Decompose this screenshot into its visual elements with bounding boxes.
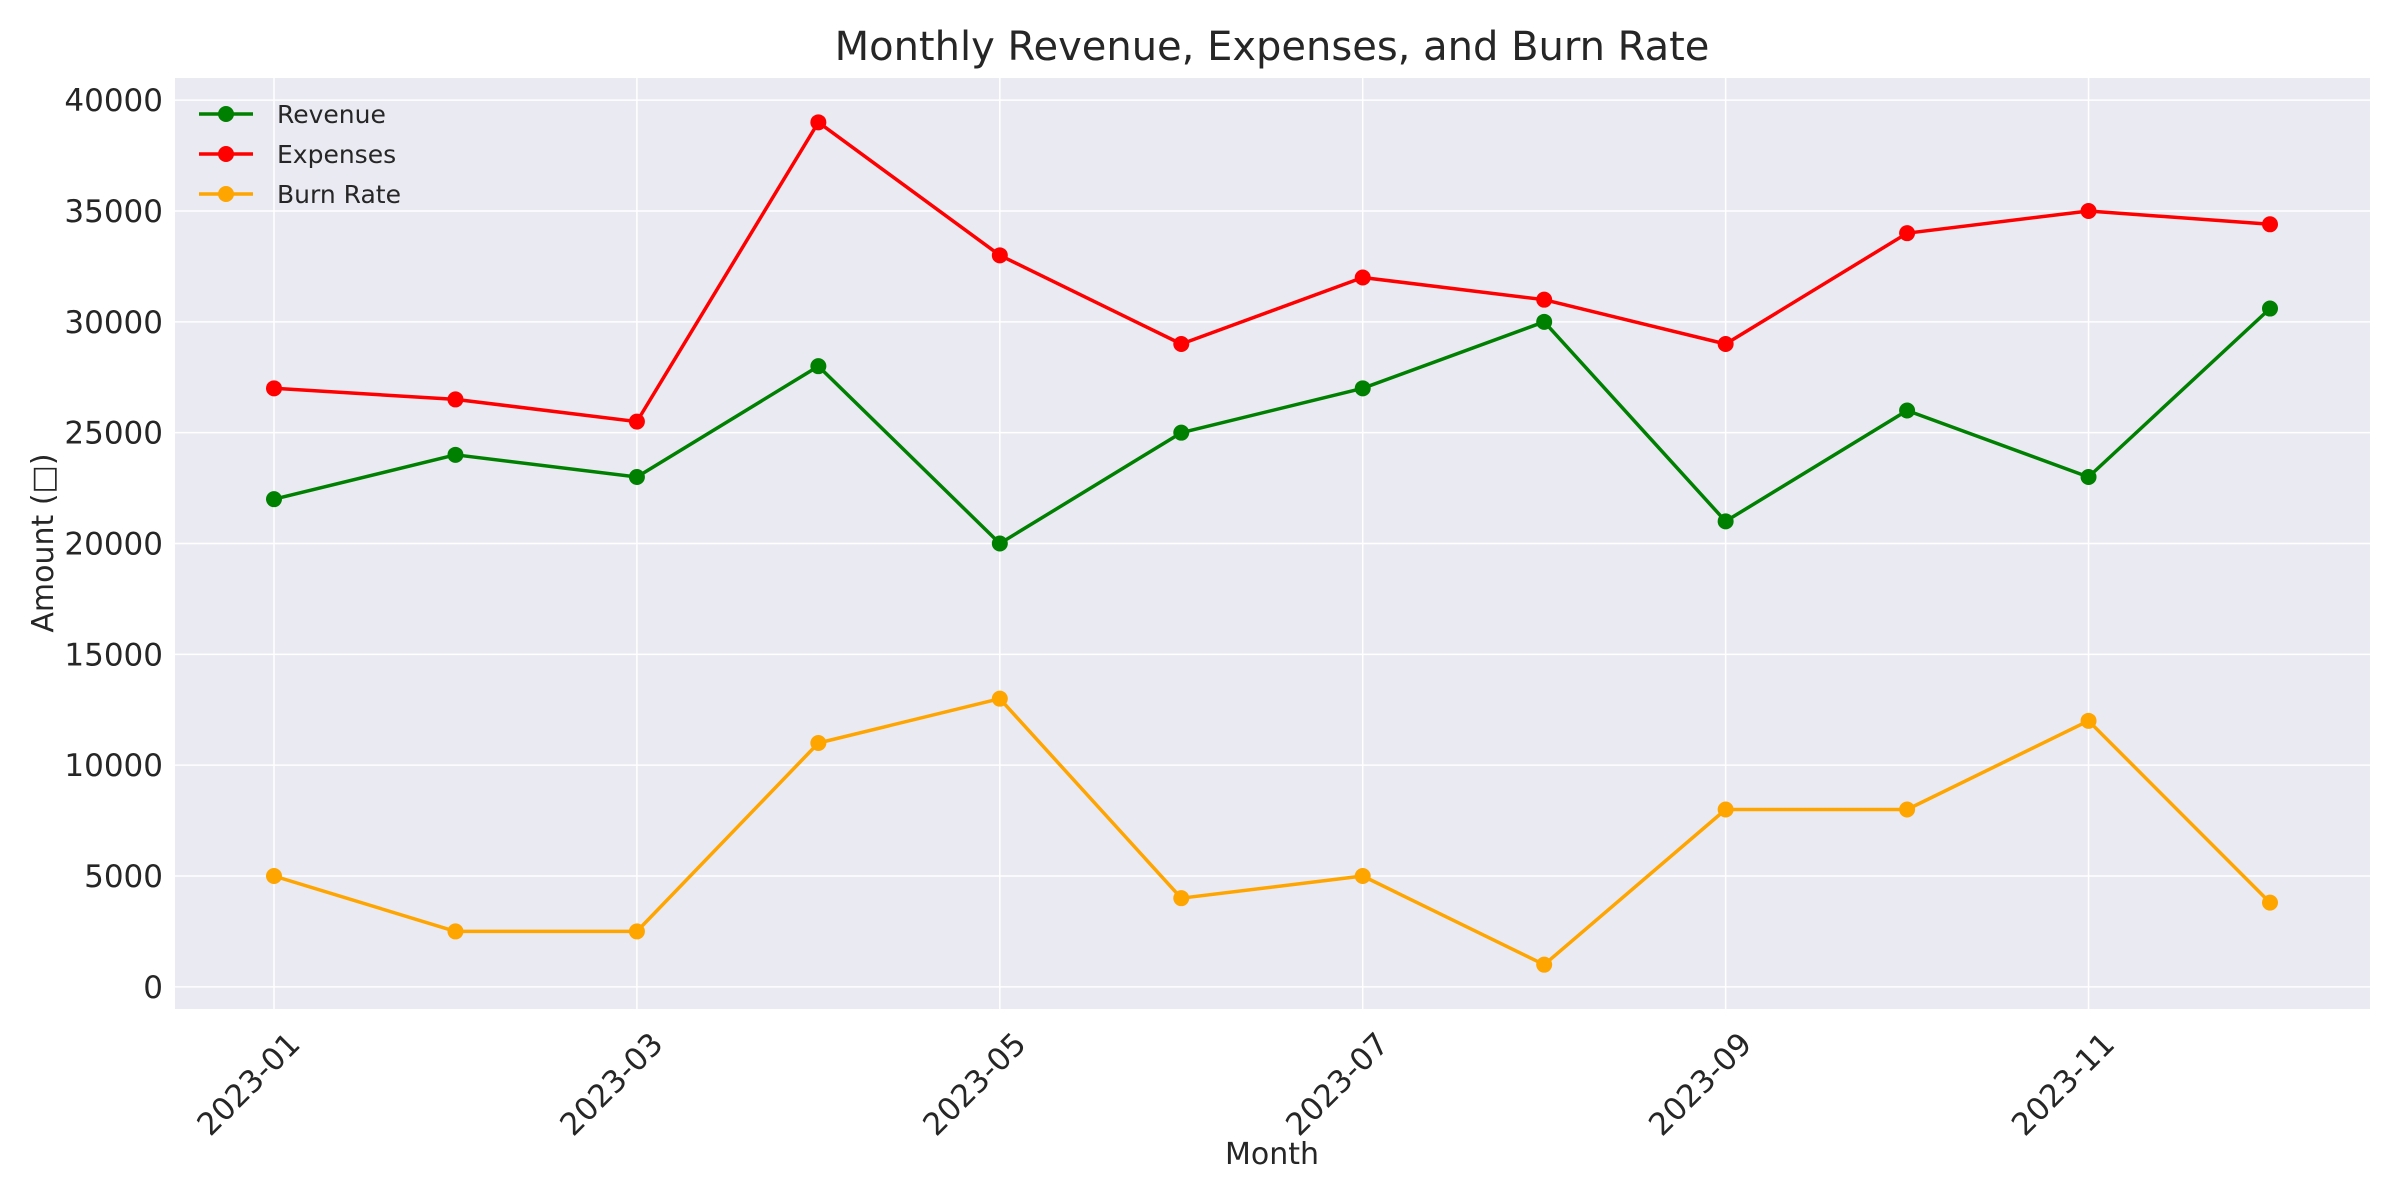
legend-marker [218, 106, 234, 122]
data-point [810, 114, 827, 131]
x-tick-label: 2023-09 [1642, 1026, 1759, 1143]
grid-lines [175, 78, 2370, 1009]
y-tick-label: 20000 [64, 527, 163, 563]
data-point [1717, 513, 1734, 530]
data-point [991, 535, 1008, 552]
x-tick-label: 2023-01 [190, 1026, 307, 1143]
series-revenue [266, 300, 2278, 552]
data-point [628, 469, 645, 485]
x-tick-label: 2023-05 [916, 1026, 1033, 1143]
series-line [273, 120, 2271, 424]
y-tick-label: 5000 [84, 859, 163, 895]
legend-label: Expenses [277, 140, 396, 169]
data-point [1173, 424, 1190, 441]
data-point [2080, 469, 2097, 485]
legend: Revenue Expenses Burn Rate [199, 100, 401, 209]
legend-item: Expenses [199, 140, 396, 169]
data-point [2080, 712, 2097, 729]
data-point [1354, 269, 1371, 286]
y-tick-label: 25000 [64, 416, 163, 452]
data-point [1536, 313, 1553, 330]
data-point [1717, 336, 1734, 352]
y-tick-label: 10000 [64, 748, 163, 784]
data-point [2262, 216, 2278, 233]
legend-marker [218, 146, 234, 162]
data-point [1899, 801, 1916, 818]
x-tick-label: 2023-11 [2005, 1026, 2122, 1143]
data-point [2080, 203, 2097, 219]
data-point [447, 923, 464, 940]
y-tick-label: 30000 [64, 305, 163, 341]
data-point [447, 446, 464, 463]
data-point [266, 491, 282, 508]
series-expenses [266, 114, 2278, 430]
data-point [1354, 868, 1371, 884]
legend-label: Revenue [277, 100, 386, 129]
legend-label: Burn Rate [277, 180, 401, 209]
data-point [991, 247, 1008, 264]
series-line [273, 307, 2272, 546]
data-point [810, 358, 827, 375]
data-point [2262, 300, 2278, 317]
chart-title: Monthly Revenue, Expenses, and Burn Rate [835, 24, 1710, 70]
data-point [1899, 225, 1916, 242]
data-point [1899, 402, 1916, 419]
x-axis-label: Month [1225, 1137, 1319, 1172]
data-point [628, 923, 645, 940]
series-burn-rate [266, 690, 2278, 973]
legend-item: Revenue [199, 100, 386, 129]
data-point [810, 735, 827, 751]
data-point [1536, 956, 1553, 973]
data-point [447, 391, 464, 408]
x-tick-label: 2023-03 [553, 1026, 670, 1143]
y-axis-label: Amount (□) [26, 453, 61, 632]
data-point [2262, 894, 2278, 911]
data-point [1173, 890, 1190, 907]
data-point [266, 380, 282, 397]
data-point [1717, 801, 1734, 818]
y-tick-label: 40000 [64, 83, 163, 119]
x-tick-label: 2023-07 [1279, 1026, 1396, 1143]
y-tick-label: 35000 [64, 194, 163, 230]
data-point [266, 868, 282, 884]
legend-item: Burn Rate [199, 180, 401, 209]
data-point [628, 413, 645, 430]
data-point [1536, 291, 1553, 308]
data-point [1173, 336, 1190, 352]
y-axis-ticks: 0 5000 10000 15000 20000 25000 30000 35000 40000 [64, 83, 163, 1006]
series-line [273, 696, 2272, 967]
data-point [991, 690, 1008, 707]
data-point [1354, 380, 1371, 397]
x-axis-ticks: 2023-01 2023-03 2023-05 2023-07 2023-09 2023-… [190, 1026, 2122, 1143]
y-tick-label: 0 [143, 970, 163, 1006]
y-tick-label: 15000 [64, 637, 163, 673]
legend-marker [218, 186, 234, 202]
series-layer [266, 114, 2278, 973]
